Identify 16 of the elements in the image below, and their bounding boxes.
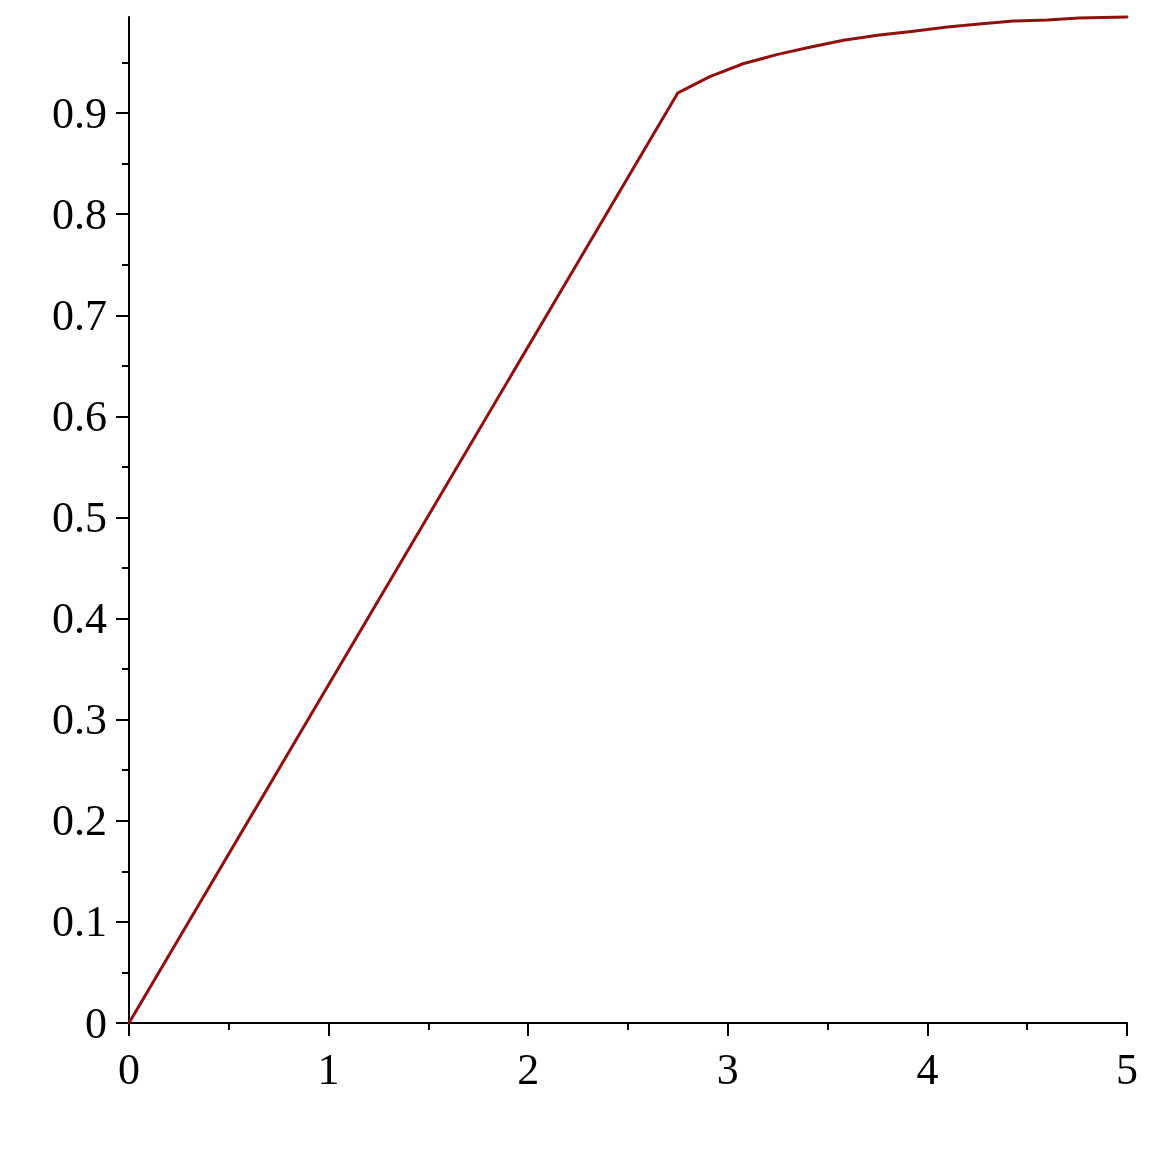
x-tick-label: 2	[517, 1044, 540, 1094]
x-tick-label: 4	[916, 1044, 939, 1094]
y-tick-label: 0.8	[52, 189, 107, 239]
x-tick-label: 5	[1116, 1044, 1138, 1094]
y-tick-label: 0.4	[52, 594, 107, 644]
x-tick-label: 0	[118, 1044, 140, 1094]
y-tick-label: 0.1	[52, 897, 107, 947]
y-tick-label: 0.5	[52, 492, 107, 542]
y-tick-label: 0	[85, 998, 107, 1048]
y-tick-label: 0.9	[52, 88, 107, 138]
y-tick-label: 0.3	[52, 695, 107, 745]
y-tick-label: 0.7	[52, 290, 107, 340]
x-tick-label: 3	[716, 1044, 739, 1094]
y-tick-label: 0.2	[52, 796, 107, 846]
x-tick-label: 1	[317, 1044, 340, 1094]
y-tick-label: 0.6	[52, 391, 107, 441]
